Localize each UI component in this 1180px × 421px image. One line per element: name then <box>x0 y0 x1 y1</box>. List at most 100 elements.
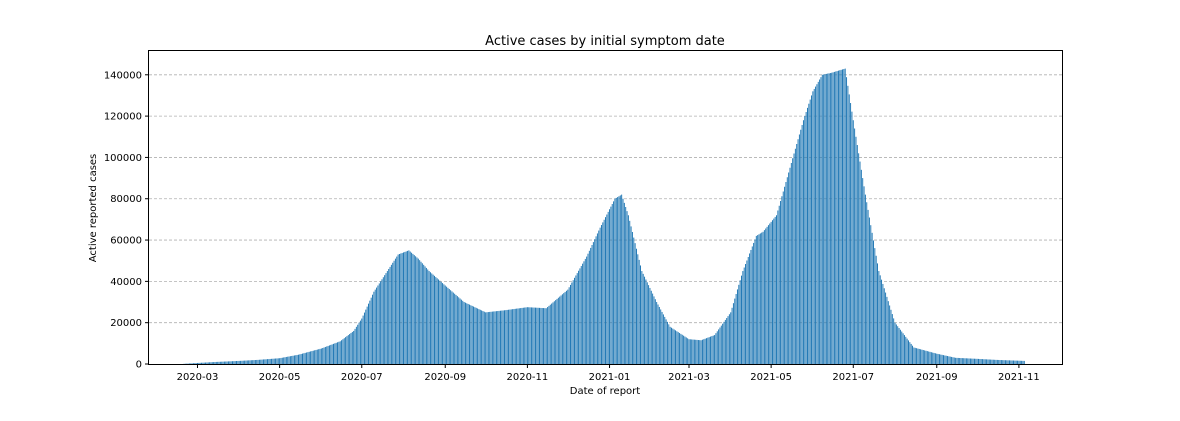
bar <box>829 73 830 364</box>
bar <box>785 182 786 364</box>
bar <box>979 359 980 364</box>
bar <box>333 344 334 364</box>
bar <box>275 359 276 364</box>
bar <box>864 186 865 364</box>
bar <box>478 309 479 364</box>
bar <box>500 311 501 364</box>
bar <box>233 361 234 364</box>
bar <box>983 359 984 364</box>
bar <box>546 308 547 364</box>
bar <box>835 71 836 364</box>
bar <box>524 308 525 364</box>
bar <box>278 358 279 364</box>
bar <box>746 261 747 364</box>
bar <box>608 212 609 364</box>
bar <box>450 290 451 364</box>
bar <box>691 339 692 364</box>
bar <box>482 311 483 364</box>
bar <box>919 349 920 364</box>
x-tick-label: 2021-01 <box>589 372 631 383</box>
x-tick-label: 2020-11 <box>506 372 548 383</box>
bar <box>905 337 906 364</box>
x-tick-label: 2021-11 <box>998 372 1040 383</box>
bar <box>202 363 203 364</box>
bar <box>557 299 558 364</box>
bar <box>674 329 675 364</box>
bar <box>865 195 866 364</box>
bar <box>453 293 454 364</box>
y-axis-label: Active reported cases <box>88 154 99 263</box>
bar <box>271 359 272 364</box>
bar <box>274 359 275 364</box>
bar <box>676 331 677 364</box>
bar <box>577 273 578 364</box>
bar <box>526 307 527 364</box>
bar <box>1005 360 1006 364</box>
bar <box>457 296 458 364</box>
bar <box>965 358 966 364</box>
bar <box>224 362 225 364</box>
bar <box>264 359 265 364</box>
bar <box>484 312 485 364</box>
bar <box>679 333 680 364</box>
bar <box>715 333 716 364</box>
bar <box>749 253 750 364</box>
bar <box>495 311 496 364</box>
bar <box>706 338 707 364</box>
bar <box>855 137 856 364</box>
x-tick-label: 2021-03 <box>668 372 710 383</box>
bar <box>1017 361 1018 364</box>
bar <box>718 329 719 364</box>
bar <box>655 299 656 364</box>
bar <box>554 301 555 364</box>
bar <box>825 74 826 364</box>
bar <box>229 361 230 364</box>
bar <box>868 210 869 364</box>
bar <box>369 301 370 364</box>
bar <box>205 363 206 364</box>
bar <box>986 359 987 364</box>
bar <box>290 356 291 364</box>
bar <box>981 359 982 364</box>
y-tick-label: 120000 <box>104 112 142 123</box>
bar <box>352 332 353 364</box>
bar <box>648 285 649 364</box>
bar <box>847 86 848 364</box>
bar <box>635 243 636 364</box>
bar <box>460 298 461 364</box>
bar <box>1008 360 1009 364</box>
bar <box>299 354 300 364</box>
bar <box>426 268 427 364</box>
bar <box>345 337 346 364</box>
bar <box>390 267 391 364</box>
bar <box>527 307 528 364</box>
bar <box>539 308 540 364</box>
bar <box>371 298 372 364</box>
bar <box>1001 360 1002 364</box>
bar <box>730 312 731 364</box>
bar <box>415 256 416 364</box>
bar <box>383 277 384 364</box>
bar <box>932 353 933 364</box>
bar <box>201 363 202 364</box>
bar <box>586 257 587 364</box>
x-tick-label: 2020-09 <box>424 372 466 383</box>
bar <box>575 275 576 364</box>
bar <box>881 280 882 364</box>
bar <box>507 310 508 364</box>
bar <box>609 209 610 364</box>
bar <box>1014 361 1015 364</box>
bar <box>600 228 601 364</box>
y-tick-label: 80000 <box>110 194 142 205</box>
bar <box>384 275 385 364</box>
bar <box>738 285 739 364</box>
bar <box>870 225 871 364</box>
bar <box>447 288 448 364</box>
bar <box>823 74 824 364</box>
bar <box>437 278 438 364</box>
bar <box>543 308 544 364</box>
bar <box>769 224 770 364</box>
bar <box>239 361 240 364</box>
bar <box>313 351 314 364</box>
